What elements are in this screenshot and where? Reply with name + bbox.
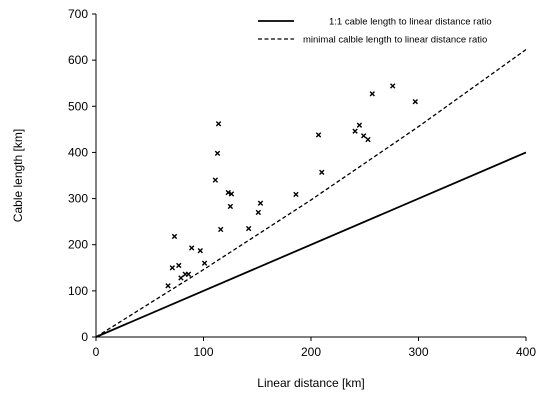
- data-point-marker: [197, 248, 203, 254]
- x-axis-title: Linear distance [km]: [257, 376, 364, 390]
- x-tick-label: 400: [516, 345, 536, 359]
- data-point-marker: [390, 83, 396, 89]
- y-tick-label: 300: [68, 192, 88, 206]
- data-point-marker: [201, 260, 208, 266]
- data-point-marker: [218, 226, 224, 233]
- data-point-marker: [356, 122, 363, 128]
- data-point-marker: [185, 271, 192, 277]
- data-point-marker: [225, 189, 231, 196]
- data-point-marker: [255, 209, 262, 216]
- data-point-marker: [365, 136, 371, 143]
- data-point-marker: [319, 169, 325, 175]
- data-point-marker: [293, 191, 299, 198]
- x-axis-ticks: 0 100 200 300 400: [93, 337, 536, 359]
- x-tick-label: 100: [193, 345, 213, 359]
- y-tick-label: 500: [68, 99, 88, 113]
- y-axis-title: Cable length [km]: [11, 129, 25, 222]
- y-tick-label: 700: [68, 7, 88, 21]
- data-point-marker: [360, 133, 367, 139]
- y-tick-label: 0: [81, 330, 88, 344]
- one-to-one-ratio-line: [95, 151, 527, 338]
- legend-label: 1:1 cable length to linear distance rati…: [329, 17, 492, 28]
- data-point-marker: [176, 262, 182, 269]
- data-point-marker: [227, 203, 234, 210]
- x-tick-label: 200: [301, 345, 321, 359]
- data-point-marker: [188, 245, 195, 251]
- data-point-marker: [165, 283, 171, 289]
- data-point-marker: [215, 121, 222, 127]
- data-point-marker: [257, 200, 264, 206]
- data-point-marker: [178, 275, 184, 281]
- data-point-marker: [171, 233, 178, 240]
- legend: 1:1 cable length to linear distance rati…: [258, 17, 492, 46]
- data-point-marker: [352, 128, 358, 134]
- y-tick-label: 400: [68, 145, 88, 159]
- data-point-marker: [212, 177, 219, 183]
- legend-label: minimal calble length to linear distance…: [303, 35, 487, 46]
- data-point-marker: [228, 191, 235, 197]
- data-point-marker: [169, 265, 176, 271]
- minimal-ratio-line: [95, 49, 527, 338]
- y-tick-label: 600: [68, 53, 88, 67]
- x-tick-label: 0: [93, 345, 100, 359]
- y-tick-label: 200: [68, 238, 88, 252]
- plot-area: 0 100 200 300 400 0 100 200 300 400 500 600 700: [68, 7, 536, 359]
- data-points: [165, 83, 418, 289]
- data-point-marker: [369, 91, 375, 97]
- data-point-marker: [315, 132, 322, 138]
- y-tick-label: 100: [68, 284, 88, 298]
- data-point-marker: [245, 225, 252, 232]
- x-tick-label: 300: [408, 345, 428, 359]
- data-point-marker: [214, 150, 221, 157]
- y-axis-ticks: 0 100 200 300 400 500 600 700: [68, 7, 96, 344]
- series-lines: [95, 49, 527, 338]
- data-point-marker: [412, 98, 418, 105]
